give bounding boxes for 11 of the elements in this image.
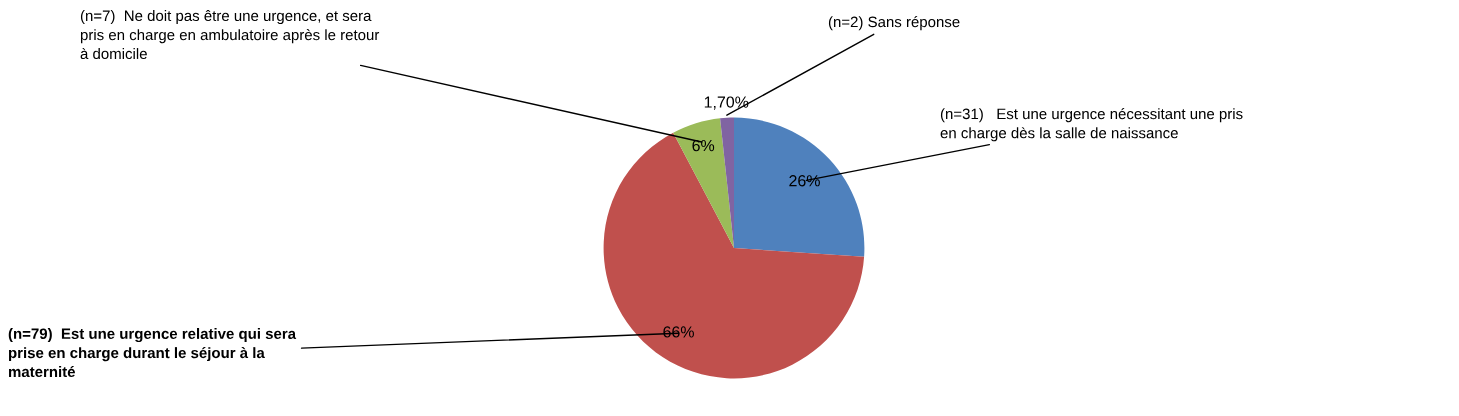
data-label: 1,70% xyxy=(704,96,749,110)
slice-label: (n=31) Est une urgence nécessitant une pris en charge dès la salle de naissance xyxy=(940,108,1243,142)
slice-label: (n=7) Ne doit pas être une urgence, et sera pris en charge en ambulatoire après le retour à domicile xyxy=(80,10,380,60)
data-label: 6% xyxy=(692,139,715,152)
pie-slice xyxy=(734,117,865,257)
slice-label: (n=79) Est une urgence relative qui sera prise en charge durant le séjour à la maternité xyxy=(8,328,297,378)
data-label: 26% xyxy=(789,175,820,187)
pie-slice xyxy=(603,132,865,379)
data-label: 66% xyxy=(663,326,694,338)
pie-slice xyxy=(673,118,734,248)
slice-label: (n=2) Sans réponse xyxy=(828,16,960,31)
